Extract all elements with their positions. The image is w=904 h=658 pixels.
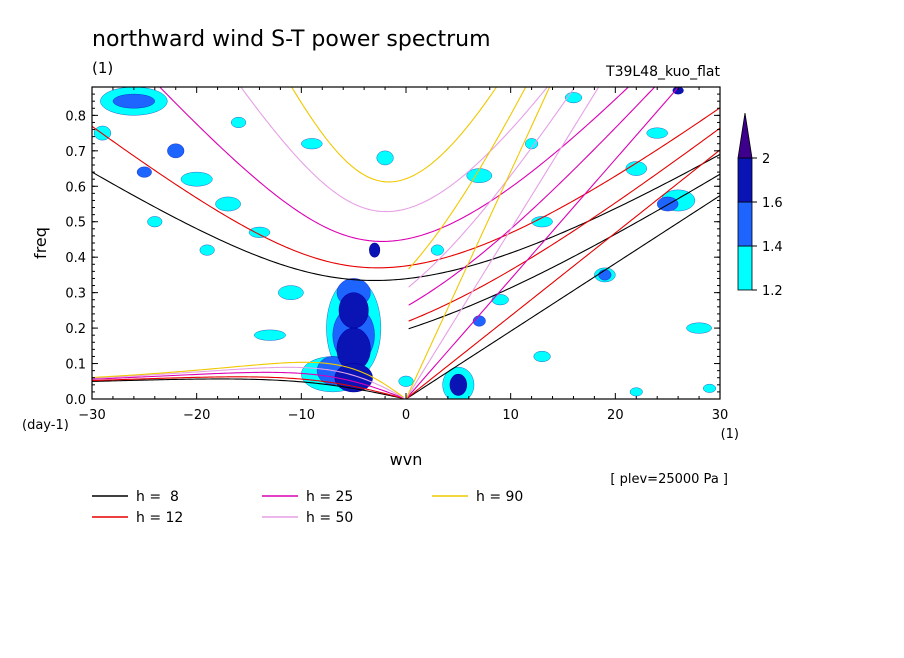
- dispersion-curve: [159, 87, 630, 242]
- x-tick-label: 0: [402, 408, 410, 423]
- dispersion-curve: [408, 87, 527, 270]
- contour-region: [449, 373, 468, 396]
- dispersion-curve: [408, 87, 576, 288]
- dispersion-curve: [405, 195, 720, 399]
- x-tick-label: 30: [712, 408, 729, 423]
- contour-region: [703, 383, 716, 393]
- dispersion-curve: [92, 376, 404, 399]
- y-tick-label: 0.2: [65, 322, 86, 337]
- chart-title: northward wind S-T power spectrum: [92, 27, 491, 52]
- colorbar-segment: [737, 245, 753, 291]
- dispersion-curve: [92, 361, 404, 398]
- y-tick-label: 0.0: [65, 393, 86, 408]
- colorbar-label: 1.6: [762, 196, 783, 211]
- contour-region: [629, 387, 643, 397]
- y-tick-label: 0.4: [65, 251, 86, 266]
- x-tick-label: −10: [288, 408, 315, 423]
- contour-region: [430, 244, 444, 256]
- legend: h = 8 h = 12 h = 25 h = 50 h = 90: [92, 489, 523, 526]
- contour-region: [472, 315, 486, 327]
- colorbar-label: 1.4: [762, 240, 783, 255]
- colorbar-label: 2: [762, 152, 770, 167]
- contour-region: [136, 166, 152, 178]
- chart-subtitle-left: (1): [92, 59, 113, 77]
- dispersion-curve: [405, 87, 680, 399]
- contour-region: [466, 168, 492, 183]
- x-tick-label: 10: [502, 408, 519, 423]
- contour-region: [147, 216, 163, 228]
- colorbar-label: 1.2: [762, 284, 783, 299]
- contour-region: [199, 244, 215, 256]
- dispersion-curve: [92, 371, 404, 399]
- legend-label: h = 8: [136, 489, 179, 505]
- contour-region: [167, 143, 185, 159]
- contour-region: [338, 292, 369, 329]
- dispersion-curve: [92, 153, 720, 282]
- contour-region: [672, 87, 684, 95]
- y-tick-label: 0.3: [65, 287, 86, 302]
- y-tick-label: 0.8: [65, 109, 86, 124]
- contour-region: [525, 138, 539, 150]
- y-tick-label: 0.1: [65, 358, 86, 373]
- axes: −30 −20 −10 0 10 20 30 0.0 0.1 0.2 0.3 0.4 0.5 0.6 0.7…: [65, 87, 728, 423]
- y-tick-label: 0.7: [65, 145, 86, 160]
- x-unit-label: (1): [721, 427, 739, 442]
- dispersion-curve: [92, 107, 720, 269]
- dispersion-curve: [240, 87, 549, 213]
- dispersion-curve: [408, 127, 720, 322]
- dispersion-curve: [405, 87, 551, 399]
- contour-region: [533, 350, 551, 362]
- x-tick-label: −30: [78, 408, 105, 423]
- dispersion-curve: [291, 87, 498, 183]
- contour-region: [301, 138, 323, 150]
- contour-region: [598, 269, 612, 281]
- dispersion-curve: [408, 87, 656, 306]
- contour-region: [376, 150, 394, 166]
- contour-region: [248, 226, 271, 238]
- y-tick-label: 0.6: [65, 180, 86, 195]
- colorbar-segment: [737, 201, 753, 247]
- plot-frame: [91, 86, 721, 400]
- contour-fill: [93, 87, 716, 399]
- contour-region: [334, 363, 373, 393]
- y-unit-label: (day-1): [22, 418, 69, 433]
- contour-region: [531, 216, 553, 228]
- chart-subtitle-right: T39L48_kuo_flat: [605, 64, 720, 80]
- dispersion-curve: [405, 87, 600, 399]
- colorbar-segment: [737, 157, 753, 203]
- x-axis-label: wvn: [390, 450, 423, 469]
- dispersion-curves: [92, 87, 720, 399]
- contour-region: [180, 171, 213, 187]
- contour-region: [231, 116, 247, 128]
- dispersion-curve: [405, 149, 720, 399]
- y-tick-label: 0.5: [65, 216, 86, 231]
- contour-region: [646, 127, 668, 139]
- contour-region: [491, 294, 509, 306]
- legend-label: h = 25: [306, 489, 353, 505]
- contour-region: [398, 375, 414, 387]
- plev-annotation: [ plev=25000 Pa ]: [610, 472, 728, 487]
- contour-region: [625, 161, 647, 176]
- contour-region: [369, 242, 381, 258]
- legend-label: h = 50: [306, 510, 353, 526]
- dispersion-curve: [92, 366, 404, 399]
- colorbar: 1.2 1.4 1.6 2: [737, 112, 783, 299]
- colorbar-arrow: [737, 112, 753, 159]
- legend-label: h = 12: [136, 510, 183, 526]
- contour-region: [254, 329, 286, 341]
- contour-region: [215, 196, 241, 212]
- contour-region: [112, 93, 155, 109]
- contour-region: [686, 322, 712, 334]
- x-tick-label: −20: [183, 408, 210, 423]
- contour-region: [278, 285, 304, 300]
- legend-label: h = 90: [476, 489, 523, 505]
- x-tick-label: 20: [607, 408, 624, 423]
- y-axis-label: freq: [31, 227, 50, 259]
- dispersion-curve: [92, 378, 404, 399]
